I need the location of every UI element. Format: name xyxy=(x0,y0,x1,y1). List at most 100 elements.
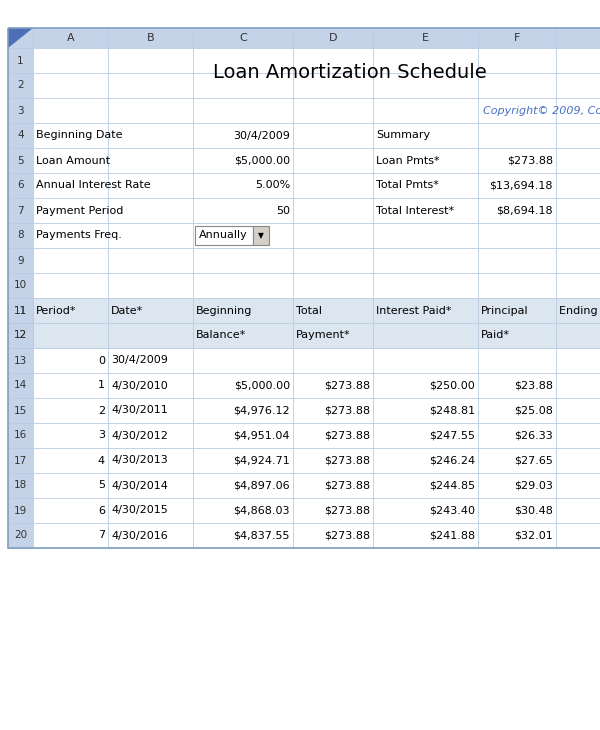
Bar xyxy=(8,223,33,248)
Text: Payments Freq.: Payments Freq. xyxy=(36,231,122,240)
Bar xyxy=(293,398,373,423)
Text: 4/30/2014: 4/30/2014 xyxy=(111,480,168,491)
Bar xyxy=(8,298,33,323)
Bar xyxy=(33,223,108,248)
Bar xyxy=(193,448,293,473)
Bar xyxy=(33,298,108,323)
Bar xyxy=(373,473,478,498)
Text: $26.33: $26.33 xyxy=(514,431,553,440)
Bar xyxy=(8,323,33,348)
Polygon shape xyxy=(8,28,33,48)
Bar xyxy=(33,173,108,198)
Bar xyxy=(108,473,193,498)
Bar xyxy=(478,98,556,123)
Text: $273.88: $273.88 xyxy=(324,431,370,440)
Text: $25.08: $25.08 xyxy=(514,405,553,415)
Text: B: B xyxy=(146,33,154,43)
Bar xyxy=(478,123,556,148)
Bar xyxy=(193,198,293,223)
Bar xyxy=(8,298,33,323)
Text: Total Interest*: Total Interest* xyxy=(376,206,454,215)
Bar xyxy=(8,323,33,348)
Text: $273.88: $273.88 xyxy=(324,480,370,491)
Bar xyxy=(373,48,478,73)
Text: $30.48: $30.48 xyxy=(514,505,553,515)
Bar xyxy=(193,423,293,448)
Bar xyxy=(8,323,33,348)
Bar xyxy=(193,323,293,348)
Bar xyxy=(556,123,600,148)
Text: 11: 11 xyxy=(14,305,27,315)
Text: $243.40: $243.40 xyxy=(429,505,475,515)
Text: $273.88: $273.88 xyxy=(507,155,553,166)
Bar xyxy=(293,373,373,398)
Bar xyxy=(8,323,33,348)
Text: 30/4/2009: 30/4/2009 xyxy=(111,356,168,366)
Bar xyxy=(33,73,108,98)
Text: 50: 50 xyxy=(276,206,290,215)
Bar xyxy=(478,323,556,348)
Bar xyxy=(108,498,193,523)
Bar xyxy=(33,323,108,348)
Bar xyxy=(108,148,193,173)
Bar xyxy=(556,198,600,223)
Text: 11: 11 xyxy=(14,305,27,315)
Text: 30/4/2009: 30/4/2009 xyxy=(233,131,290,140)
Bar xyxy=(293,298,373,323)
Bar xyxy=(478,28,556,48)
Bar xyxy=(8,298,33,323)
Bar xyxy=(8,398,33,423)
Text: Total: Total xyxy=(296,305,322,315)
Bar xyxy=(8,423,33,448)
Bar xyxy=(8,98,33,123)
Bar xyxy=(108,198,193,223)
Bar xyxy=(8,323,33,348)
Text: Loan Amount: Loan Amount xyxy=(36,155,110,166)
Bar xyxy=(373,73,478,98)
Bar xyxy=(293,173,373,198)
Text: Beginning Date: Beginning Date xyxy=(36,131,122,140)
Text: Beginning: Beginning xyxy=(196,305,253,315)
Bar xyxy=(8,373,33,398)
Text: 4/30/2011: 4/30/2011 xyxy=(111,405,168,415)
Text: $246.24: $246.24 xyxy=(429,456,475,466)
Bar xyxy=(108,373,193,398)
Bar xyxy=(478,73,556,98)
Bar xyxy=(556,348,600,373)
Bar xyxy=(293,148,373,173)
Text: E: E xyxy=(422,33,429,43)
Text: $4,868.03: $4,868.03 xyxy=(233,505,290,515)
Bar xyxy=(193,473,293,498)
Bar xyxy=(193,28,293,48)
Bar xyxy=(293,298,373,323)
Bar xyxy=(556,498,600,523)
Bar xyxy=(33,248,108,273)
Bar xyxy=(33,48,108,73)
Text: Principal: Principal xyxy=(481,305,529,315)
Text: $273.88: $273.88 xyxy=(324,456,370,466)
Bar xyxy=(108,273,193,298)
Text: 4: 4 xyxy=(98,456,105,466)
Text: Annually: Annually xyxy=(199,231,248,240)
Bar xyxy=(108,348,193,373)
Bar xyxy=(33,473,108,498)
Bar xyxy=(293,123,373,148)
Bar xyxy=(373,28,478,48)
Bar xyxy=(108,448,193,473)
Bar xyxy=(8,28,600,548)
Text: $4,924.71: $4,924.71 xyxy=(233,456,290,466)
Bar xyxy=(373,298,478,323)
Bar xyxy=(478,473,556,498)
Bar xyxy=(478,298,556,323)
Bar xyxy=(8,198,33,223)
Text: Balance*: Balance* xyxy=(196,331,246,340)
Bar xyxy=(33,28,108,48)
Bar xyxy=(33,398,108,423)
Text: Payment*: Payment* xyxy=(296,331,350,340)
Bar xyxy=(8,523,33,548)
Bar xyxy=(556,48,600,73)
Text: $247.55: $247.55 xyxy=(429,431,475,440)
Bar xyxy=(556,323,600,348)
Bar xyxy=(193,298,293,323)
Bar xyxy=(478,448,556,473)
